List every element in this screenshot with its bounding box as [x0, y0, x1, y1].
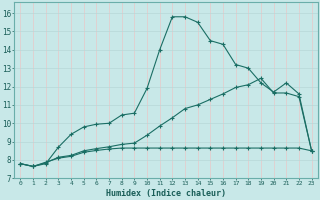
X-axis label: Humidex (Indice chaleur): Humidex (Indice chaleur): [106, 189, 226, 198]
